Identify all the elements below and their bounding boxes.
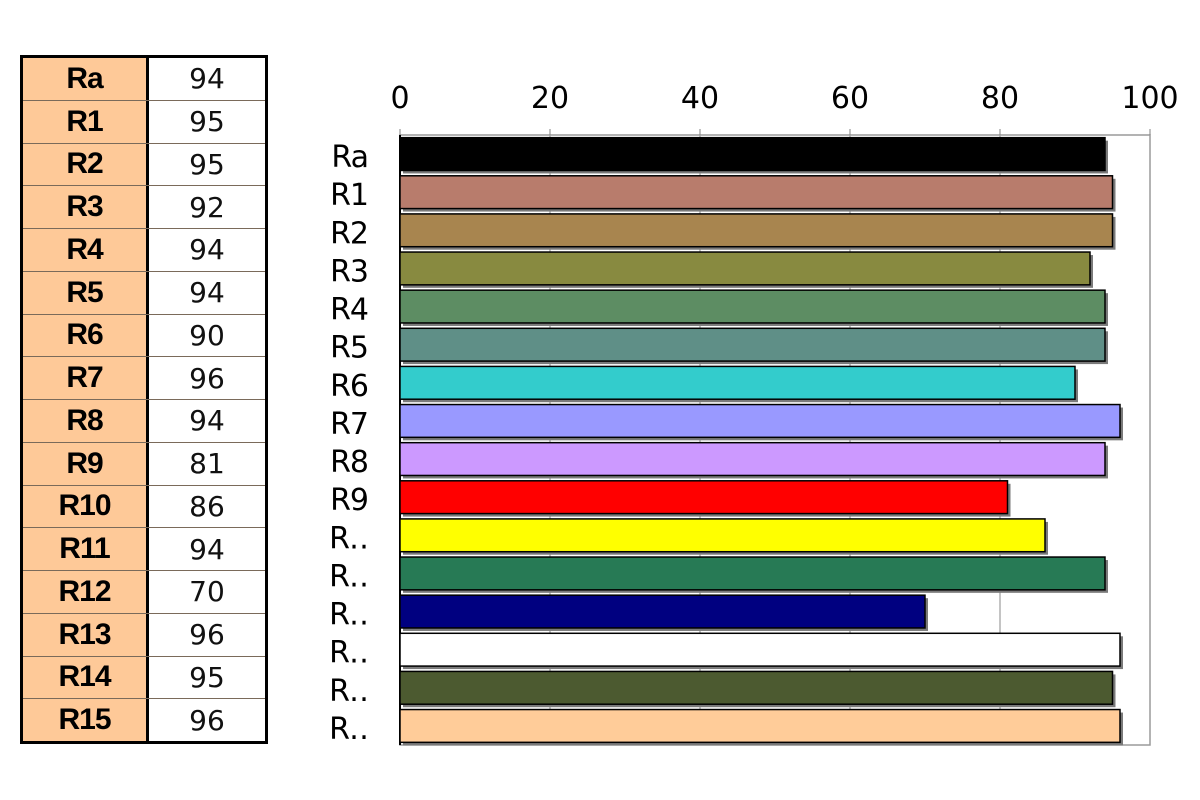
table-row-value: 95 <box>149 143 265 186</box>
table-row-value: 96 <box>149 357 265 399</box>
bar-r8 <box>399 441 1106 477</box>
table-row: R8 94 <box>23 400 265 443</box>
table-row-value: 96 <box>149 699 265 741</box>
table-row-name: R7 <box>23 357 149 399</box>
x-tick-label: 80 <box>981 81 1019 116</box>
bar-r11 <box>399 556 1106 591</box>
y-category-label: R9 <box>330 483 368 518</box>
bars <box>399 136 1123 746</box>
bar-r9 <box>399 480 1009 515</box>
table-row: R3 92 <box>23 186 265 229</box>
table-row-name: R12 <box>23 571 149 613</box>
table-row: R10 86 <box>23 485 265 529</box>
cri-table: Ra 94 R1 95 R2 95 R3 92 R4 94 R5 94 R6 90 R7 96 R8 94 R9 81… <box>20 55 268 744</box>
x-tick-label: 40 <box>681 81 719 116</box>
table-row-name: R6 <box>23 314 149 357</box>
y-category-label: R2 <box>330 216 368 251</box>
bar-r3 <box>399 251 1091 286</box>
table-row-value: 94 <box>149 400 265 442</box>
y-category-label: R6 <box>330 369 368 404</box>
table-row: R6 90 <box>23 314 265 358</box>
bar-r2 <box>399 213 1114 248</box>
bar-r6 <box>399 365 1076 400</box>
bar-r10 <box>399 518 1046 553</box>
y-category-label: R7 <box>330 407 368 442</box>
table-row: R14 95 <box>23 656 265 700</box>
table-row: R15 96 <box>23 699 265 741</box>
table-row-name: R1 <box>23 100 149 143</box>
bar-ra <box>399 136 1106 172</box>
table-row-name: R5 <box>23 271 149 314</box>
table-row-name: Ra <box>23 58 149 100</box>
table-row-name: R11 <box>23 528 149 570</box>
y-category-label: R5 <box>330 331 368 366</box>
table-row: R12 70 <box>23 571 265 614</box>
bar-r7 <box>399 403 1121 439</box>
table-row: R4 94 <box>23 229 265 272</box>
table-row-name: R10 <box>23 485 149 528</box>
x-tick-label: 60 <box>831 81 869 116</box>
y-category-label: R8 <box>330 445 368 480</box>
table-row: R1 95 <box>23 100 265 144</box>
table-row: R5 94 <box>23 271 265 315</box>
table-row-value: 86 <box>149 485 265 528</box>
y-category-label: R‥ <box>329 636 368 671</box>
bar-r1 <box>399 175 1114 210</box>
table-row: R7 96 <box>23 357 265 400</box>
y-category-label: R‥ <box>329 521 368 556</box>
table-row-value: 90 <box>149 314 265 357</box>
y-category-label: R1 <box>330 178 368 213</box>
y-category-label: R4 <box>330 293 368 328</box>
table-row-name: R14 <box>23 656 149 699</box>
table-row-name: R15 <box>23 699 149 741</box>
x-tick-label: 20 <box>531 81 569 116</box>
table-row-value: 81 <box>149 442 265 485</box>
table-row-value: 70 <box>149 571 265 613</box>
bar-r15 <box>399 708 1121 744</box>
table-row-value: 94 <box>149 271 265 314</box>
y-category-label: R‥ <box>329 559 368 594</box>
table-row-value: 96 <box>149 613 265 656</box>
y-category-label: Ra <box>331 140 368 175</box>
table-row: R9 81 <box>23 442 265 486</box>
table-row: R2 95 <box>23 143 265 187</box>
bar-r13 <box>399 632 1121 667</box>
table-row-name: R2 <box>23 143 149 186</box>
bar-r4 <box>399 289 1106 324</box>
y-category-label: R‥ <box>329 598 368 633</box>
table-row-name: R4 <box>23 229 149 271</box>
table-row: Ra 94 <box>23 58 265 101</box>
table-row-value: 92 <box>149 186 265 228</box>
table-row-name: R3 <box>23 186 149 228</box>
table-row-value: 94 <box>149 229 265 271</box>
y-category-label: R‥ <box>329 712 368 747</box>
table-row-name: R13 <box>23 613 149 656</box>
x-axis-ticks: 0 20 40 60 80 100 <box>390 81 1179 135</box>
table-row-name: R9 <box>23 442 149 485</box>
table-row-name: R8 <box>23 400 149 442</box>
x-tick-label: 100 <box>1121 81 1178 116</box>
bar-r14 <box>399 670 1114 705</box>
table-row-value: 94 <box>149 58 265 100</box>
table-row: R11 94 <box>23 528 265 571</box>
y-category-label: R‥ <box>329 674 368 709</box>
table-row: R13 96 <box>23 613 265 657</box>
table-row-value: 94 <box>149 528 265 570</box>
table-row-value: 95 <box>149 100 265 143</box>
y-category-label: R3 <box>330 254 368 289</box>
table-row-value: 95 <box>149 656 265 699</box>
bar-r5 <box>399 327 1106 362</box>
x-tick-label: 0 <box>390 81 409 116</box>
bar-r12 <box>399 594 926 629</box>
